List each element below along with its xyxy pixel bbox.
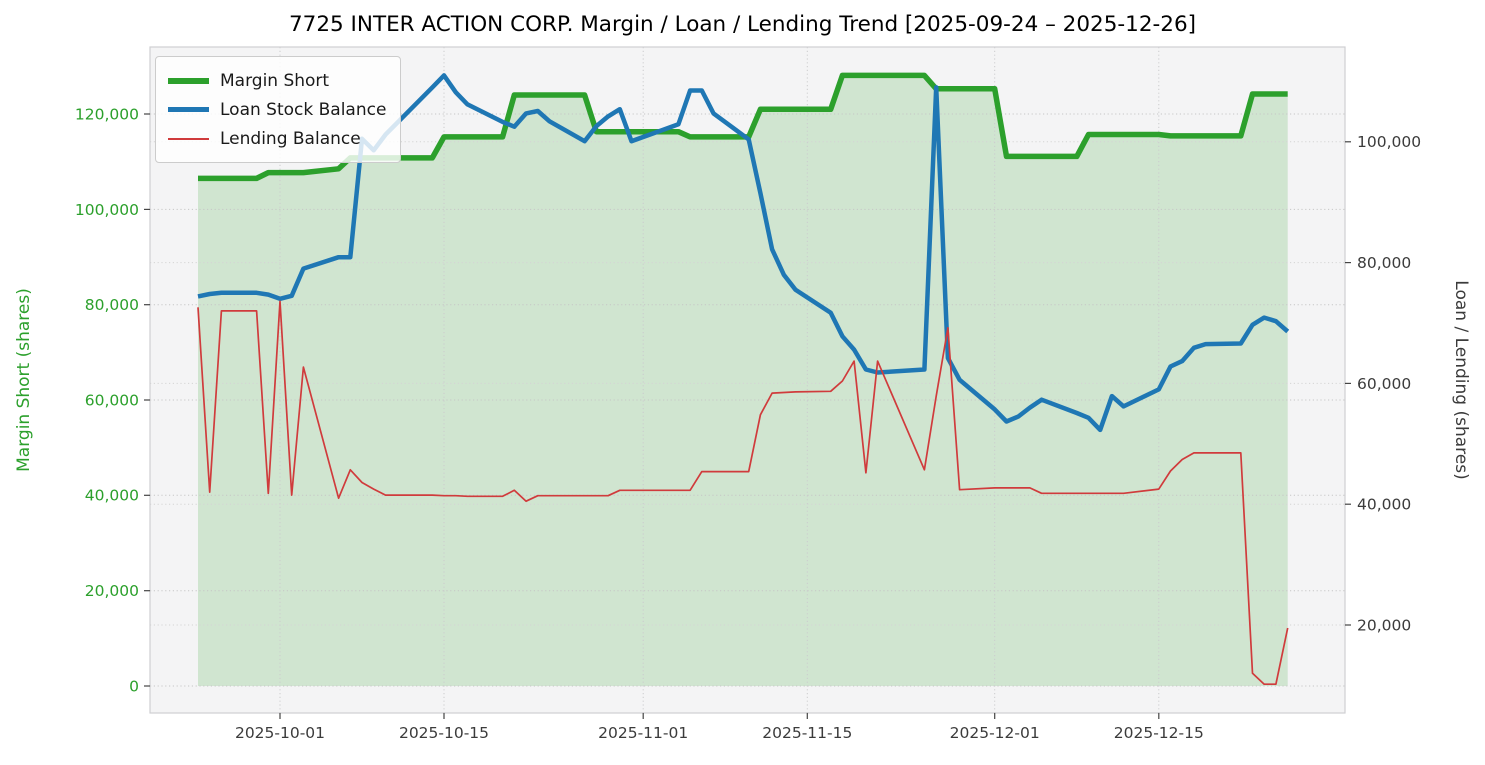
loan-stock-balance-swatch: [168, 107, 209, 112]
y-tick-label-right: 40,000: [1357, 496, 1411, 514]
y-tick-label-right: 100,000: [1357, 133, 1421, 151]
margin-short-area-fill: [198, 75, 1288, 686]
legend-label: Loan Stock Balance: [220, 99, 387, 120]
lending-balance-swatch: [168, 137, 209, 140]
y-tick-label-left: 100,000: [75, 201, 139, 219]
legend: Margin Short Loan Stock Balance Lending …: [155, 56, 402, 163]
margin-short-swatch: [168, 77, 209, 84]
legend-label: Margin Short: [220, 70, 330, 91]
chart-title: 7725 INTER ACTION CORP. Margin / Loan / …: [288, 12, 1197, 37]
y-tick-label-left: 20,000: [85, 582, 139, 600]
axes-frame: [149, 46, 1346, 714]
legend-item-loan-stock-balance: Loan Stock Balance: [168, 95, 386, 124]
y-tick-label-left: 40,000: [85, 487, 139, 505]
x-tick-label: 2025-11-15: [762, 724, 852, 742]
x-tick-label: 2025-10-01: [235, 724, 325, 742]
y-tick-label-left: 80,000: [85, 296, 139, 314]
legend-item-lending-balance: Lending Balance: [168, 124, 386, 153]
y-tick-label-right: 20,000: [1357, 616, 1411, 634]
legend-label: Lending Balance: [220, 128, 361, 149]
gridlines: [150, 47, 1345, 713]
y-tick-label-right: 60,000: [1357, 375, 1411, 393]
x-tick-label: 2025-12-01: [950, 724, 1040, 742]
series-line-lending-balance: [197, 300, 1289, 686]
y-tick-label-left: 0: [129, 677, 139, 695]
x-tick-label: 2025-10-15: [399, 724, 489, 742]
x-tick-label: 2025-11-01: [598, 724, 688, 742]
legend-item-margin-short: Margin Short: [168, 66, 386, 95]
y-tick-label-left: 120,000: [75, 105, 139, 123]
y-tick-label-left: 60,000: [85, 391, 139, 409]
axis-ticks: 0 20,000 40,000 60,000 80,000 100,000 120,000 2…: [75, 105, 1421, 742]
y-tick-label-right: 80,000: [1357, 254, 1411, 272]
x-tick-label: 2025-12-15: [1114, 724, 1204, 742]
